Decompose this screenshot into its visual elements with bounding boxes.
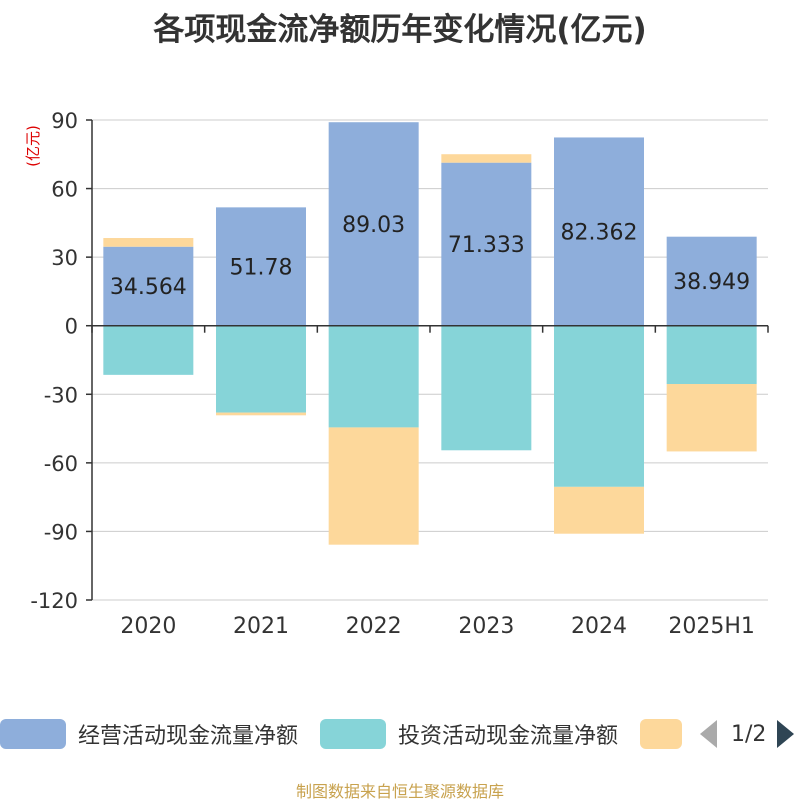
y-tick-label: -120 — [30, 589, 78, 613]
legend-next-icon[interactable] — [777, 720, 795, 748]
bar-investing — [103, 325, 194, 375]
bar-financing — [666, 384, 757, 452]
y-tick-label: 90 — [51, 109, 78, 133]
x-tick-label: 2022 — [346, 614, 402, 639]
data-label: 51.78 — [230, 256, 293, 281]
legend-swatch-investing — [320, 719, 386, 749]
legend-page-indicator: 1/2 — [731, 721, 767, 747]
data-label: 82.362 — [561, 221, 638, 246]
bar-financing — [328, 427, 419, 545]
legend-pager: 1/2 — [700, 716, 795, 752]
data-label: 38.949 — [673, 270, 750, 295]
bar-operating — [216, 207, 306, 326]
legend-item-financing[interactable] — [640, 716, 682, 752]
x-tick-label: 2021 — [233, 614, 289, 639]
x-tick-label: 2023 — [458, 614, 514, 639]
y-tick-label: -90 — [44, 520, 78, 544]
x-tick-label: 2020 — [120, 614, 176, 639]
source-note: 制图数据来自恒生聚源数据库 — [295, 782, 504, 801]
chart-title: 各项现金流净额历年变化情况(亿元) — [153, 12, 647, 48]
y-axis-label: (亿元) — [24, 125, 42, 167]
legend-swatch-operating — [0, 719, 66, 749]
legend-prev-icon[interactable] — [700, 720, 717, 748]
legend-label-operating: 经营活动现金流量净额 — [78, 724, 299, 749]
bar-investing — [441, 325, 532, 451]
data-label: 34.564 — [110, 275, 187, 300]
bar-investing — [216, 325, 306, 413]
data-label: 71.333 — [448, 233, 525, 258]
y-tick-label: -60 — [44, 452, 78, 476]
bar-investing — [328, 325, 419, 428]
legend-item-investing[interactable]: 投资活动现金流量净额 — [320, 716, 618, 752]
bar-financing — [554, 486, 644, 534]
x-tick-label: 2025H1 — [668, 614, 755, 639]
bar-operating — [666, 236, 757, 326]
legend-swatch-financing — [640, 719, 682, 749]
bar-financing — [103, 238, 194, 247]
bar-operating — [103, 246, 194, 326]
y-tick-label: -30 — [44, 383, 78, 407]
legend-label-investing: 投资活动现金流量净额 — [398, 724, 619, 749]
x-tick-label: 2024 — [571, 614, 627, 639]
bar-investing — [554, 325, 644, 487]
legend: 经营活动现金流量净额 投资活动现金流量净额 1/2 — [0, 716, 800, 752]
bar-operating — [441, 162, 532, 326]
legend-item-operating[interactable]: 经营活动现金流量净额 — [0, 716, 298, 752]
bar-operating — [328, 122, 419, 326]
bar-financing — [441, 154, 532, 163]
bar-financing — [216, 412, 306, 416]
bar-investing — [666, 325, 757, 384]
bar-operating — [554, 137, 644, 326]
data-label: 89.03 — [342, 213, 405, 238]
y-tick-label: 0 — [65, 315, 78, 339]
y-tick-label: 30 — [51, 246, 78, 270]
y-tick-label: 60 — [51, 178, 78, 202]
